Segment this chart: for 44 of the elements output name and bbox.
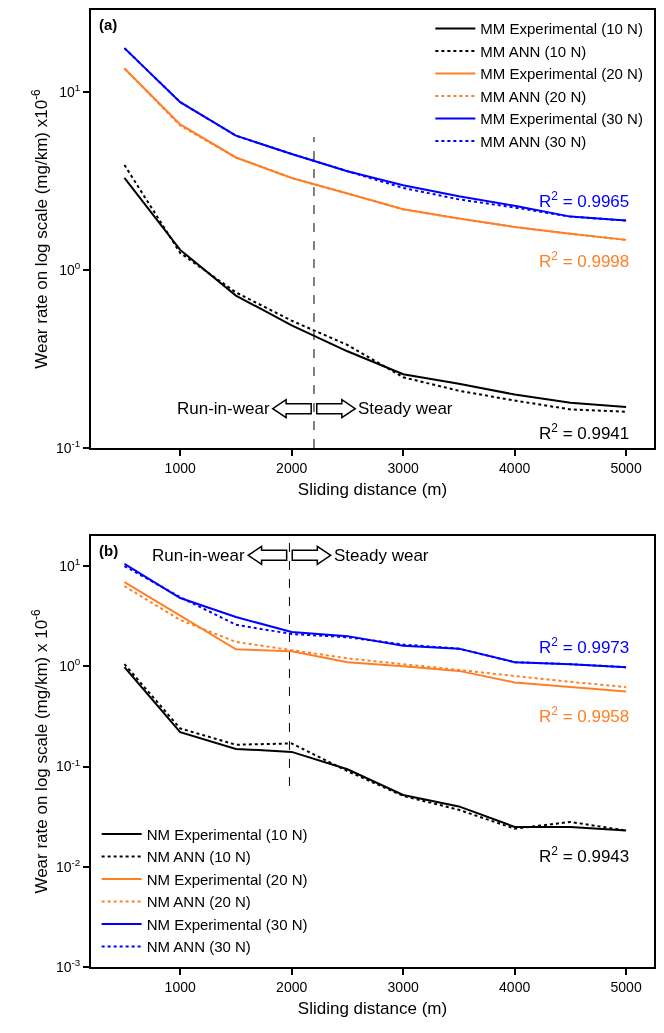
legend-label: MM Experimental (10 N) (480, 20, 643, 38)
y-tick-label: 10$^{1}$ (59, 556, 81, 574)
legend-label: MM Experimental (30 N) (480, 110, 643, 128)
legend-label: MM ANN (30 N) (480, 132, 587, 150)
x-tick-label: 1000 (164, 978, 196, 995)
x-tick-label: 3000 (387, 459, 419, 476)
annotation: R$^{2}$ = 0.9941 (539, 421, 630, 444)
x-tick-label: 4000 (499, 978, 531, 995)
y-tick-label: 10$^{-1}$ (55, 756, 81, 775)
legend-label: NM Experimental (30 N) (146, 915, 308, 933)
annotation: Run-in-wear (177, 399, 270, 418)
legend-label: MM Experimental (20 N) (480, 65, 643, 83)
x-tick-label: 5000 (610, 978, 642, 995)
chart-title: (a) (99, 16, 118, 33)
y-tick-label: 10$^{-2}$ (55, 856, 81, 875)
x-tick-label: 1000 (164, 459, 196, 476)
legend-label: NM ANN (10 N) (146, 848, 251, 866)
legend-label: NM ANN (30 N) (146, 938, 251, 956)
annotation: R$^{2}$ = 0.9973 (539, 635, 630, 658)
annotation: R$^{2}$ = 0.9965 (539, 189, 630, 212)
y-tick-label: 10$^{-3}$ (55, 957, 81, 975)
legend-label: NM ANN (20 N) (146, 893, 251, 911)
x-axis-title: Sliding distance (m) (297, 479, 448, 499)
legend-label: NM Experimental (10 N) (146, 825, 308, 843)
y-tick-label: 10$^{0}$ (59, 656, 81, 675)
y-tick-label: 10$^{0}$ (59, 260, 81, 279)
x-axis-title: Sliding distance (m) (297, 998, 448, 1018)
annotation: R$^{2}$ = 0.9943 (539, 844, 630, 867)
chart-title: (b) (99, 542, 119, 559)
x-tick-label: 4000 (499, 459, 531, 476)
legend-label: NM Experimental (20 N) (146, 870, 308, 888)
annotation: R$^{2}$ = 0.9998 (539, 249, 630, 272)
x-tick-label: 5000 (610, 459, 642, 476)
y-tick-label: 10$^{1}$ (59, 82, 81, 101)
x-tick-label: 2000 (276, 978, 308, 995)
annotation: R$^{2}$ = 0.9958 (539, 704, 630, 727)
annotation: Run-in-wear (152, 546, 245, 565)
annotation: Steady wear (358, 399, 453, 418)
y-tick-label: 10$^{-1}$ (55, 438, 81, 456)
legend-label: MM ANN (20 N) (480, 87, 587, 105)
annotation: Steady wear (334, 546, 429, 565)
x-tick-label: 2000 (276, 459, 308, 476)
x-tick-label: 3000 (387, 978, 419, 995)
legend-label: MM ANN (10 N) (480, 42, 587, 60)
